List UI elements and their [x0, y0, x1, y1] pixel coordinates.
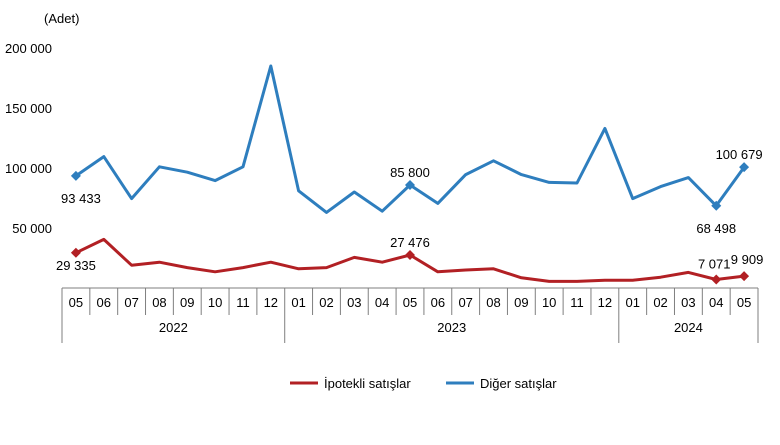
x-tick-label: 10: [208, 295, 222, 310]
x-tick-label: 03: [347, 295, 361, 310]
x-tick-label: 06: [431, 295, 445, 310]
data-point-marker: [405, 250, 415, 261]
year-label: 2024: [674, 320, 703, 335]
x-tick-label: 03: [681, 295, 695, 310]
data-label: 29 335: [56, 258, 96, 273]
x-tick-label: 11: [570, 295, 584, 310]
x-tick-label: 05: [737, 295, 751, 310]
x-tick-label: 04: [709, 295, 723, 310]
y-tick-label: 50 000: [12, 221, 52, 236]
x-tick-label: 02: [653, 295, 667, 310]
x-tick-label: 08: [486, 295, 500, 310]
x-tick-label: 09: [514, 295, 528, 310]
y-tick-label: 150 000: [5, 101, 52, 116]
data-label: 100 679: [716, 147, 763, 162]
legend-label: Diğer satışlar: [480, 376, 557, 391]
x-tick-label: 04: [375, 295, 389, 310]
x-tick-label: 07: [458, 295, 472, 310]
data-point-marker: [70, 247, 81, 258]
x-tick-label: 09: [180, 295, 194, 310]
data-point-marker: [711, 274, 722, 285]
x-tick-label: 02: [319, 295, 333, 310]
data-label: 68 498: [696, 221, 736, 236]
y-axis-title: (Adet): [44, 11, 79, 26]
y-tick-label: 200 000: [5, 41, 52, 56]
y-tick-label: 100 000: [5, 161, 52, 176]
x-tick-label: 11: [236, 295, 250, 310]
x-tick-label: 12: [264, 295, 278, 310]
data-point-marker: [711, 200, 722, 211]
series-line-1: [74, 64, 746, 214]
x-tick-label: 05: [403, 295, 417, 310]
data-label: 93 433: [61, 191, 101, 206]
data-label: 7 071: [698, 257, 731, 272]
data-label: 85 800: [390, 165, 430, 180]
x-tick-label: 10: [542, 295, 556, 310]
year-label: 2023: [437, 320, 466, 335]
data-point-marker: [405, 180, 415, 191]
data-point-marker: [739, 162, 750, 173]
x-tick-label: 12: [598, 295, 612, 310]
year-label: 2022: [159, 320, 188, 335]
data-label: 9 909: [731, 252, 764, 267]
x-tick-label: 08: [152, 295, 166, 310]
x-tick-label: 06: [97, 295, 111, 310]
data-point-marker: [70, 170, 81, 181]
data-point-marker: [739, 271, 750, 282]
data-label: 27 476: [390, 235, 430, 250]
x-tick-label: 07: [124, 295, 138, 310]
x-tick-label: 01: [625, 295, 639, 310]
x-tick-label: 01: [291, 295, 305, 310]
legend-label: İpotekli satışlar: [324, 376, 411, 391]
x-tick-label: 05: [69, 295, 83, 310]
